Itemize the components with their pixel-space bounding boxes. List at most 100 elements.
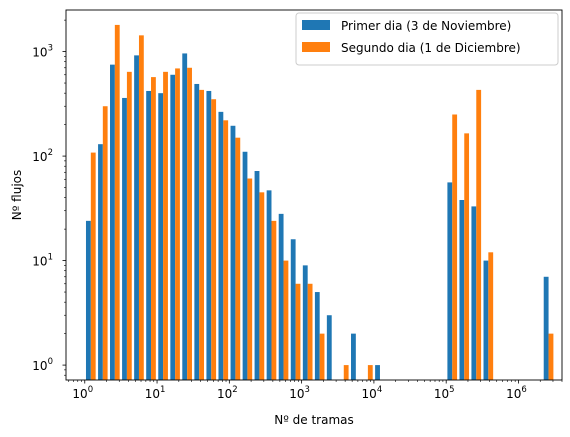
x-tick-exponent: 5: [449, 385, 454, 395]
x-tick-label: 106: [506, 385, 527, 401]
x-tick-exponent: 6: [521, 385, 526, 395]
bar-series1-bin31: [447, 182, 453, 380]
bar-series2-bin11: [211, 99, 217, 380]
bar-series1-bin25: [375, 365, 380, 380]
bar-series1-bin10: [194, 83, 200, 381]
bar-series1-bin5: [134, 55, 139, 381]
legend-swatch-primer-dia: [302, 20, 330, 30]
bar-series1-bin32: [459, 200, 465, 380]
bar-series1-bin39: [543, 276, 549, 380]
x-tick-base: 10: [72, 387, 87, 401]
y-tick-base: 10: [32, 46, 47, 60]
x-axis: 100 101 102 103 104 105 106: [68, 380, 563, 401]
bar-series1-bin19: [302, 265, 308, 380]
bar-series2-bin13: [235, 137, 241, 380]
bar-series2-bin18: [295, 283, 301, 380]
y-tick-exponent: 2: [48, 148, 53, 158]
y-tick-label: 100: [32, 357, 53, 373]
bar-series2-bin31: [452, 114, 458, 380]
x-tick-base: 10: [434, 387, 449, 401]
x-tick-exponent: 3: [305, 385, 310, 395]
x-tick-exponent: 0: [88, 385, 93, 395]
x-tick-exponent: 2: [232, 385, 237, 395]
legend: Primer dia (3 de Noviembre) Segundo dia …: [295, 12, 559, 66]
bar-series2-bin2: [102, 106, 108, 380]
bar-series1-bin23: [351, 333, 356, 380]
x-tick-exponent: 4: [377, 385, 382, 395]
bar-series1-bin15: [254, 171, 260, 380]
bar-series2-bin1: [90, 152, 96, 380]
legend-label-primer-dia: Primer dia (3 de Noviembre): [341, 19, 511, 33]
y-tick-base: 10: [32, 255, 47, 269]
bar-series2-bin10: [199, 89, 205, 380]
y-tick-label: 101: [32, 253, 53, 269]
bar-series2-bin34: [488, 252, 494, 380]
bar-series1-bin18: [290, 239, 296, 380]
bar-series2-bin33: [476, 89, 482, 380]
bar-series1-bin1: [85, 220, 91, 380]
bar-series1-bin2: [98, 144, 103, 380]
y-tick-exponent: 0: [48, 357, 53, 367]
bar-series2-bin4: [126, 71, 132, 380]
bar-series1-bin8: [170, 74, 176, 381]
bar-series2-bin7: [163, 71, 168, 380]
y-tick-base: 10: [32, 150, 47, 164]
x-tick-label: 101: [145, 385, 166, 401]
bar-series2-bin24: [367, 365, 373, 380]
bar-series1-bin14: [242, 151, 248, 380]
bar-series1-bin16: [266, 190, 272, 380]
y-axis-label: Nº flujos: [10, 170, 24, 221]
x-tick-base: 10: [362, 387, 377, 401]
bar-series1-bin17: [278, 213, 284, 380]
bar-series1-bin20: [314, 292, 320, 380]
x-tick-label: 102: [217, 385, 238, 401]
bar-series1-bin21: [326, 315, 332, 380]
x-tick-label: 104: [362, 385, 383, 401]
bar-series1-bin33: [471, 206, 477, 380]
bar-series2-bin9: [187, 67, 192, 381]
x-axis-label: Nº de tramas: [274, 413, 354, 427]
bars-layer: [85, 24, 554, 381]
bar-series2-bin22: [343, 365, 349, 380]
bar-series1-bin4: [122, 97, 127, 380]
bar-series2-bin8: [175, 68, 180, 381]
y-tick-label: 102: [32, 148, 53, 164]
bar-series1-bin9: [182, 53, 188, 380]
bar-series2-bin14: [247, 178, 253, 380]
bar-series2-bin32: [464, 133, 470, 380]
bar-series2-bin20: [319, 333, 325, 380]
y-tick-label: 103: [32, 44, 53, 60]
bar-series2-bin17: [283, 260, 289, 380]
bar-series2-bin3: [114, 24, 120, 380]
y-tick-exponent: 3: [48, 44, 53, 54]
x-tick-base: 10: [506, 387, 521, 401]
legend-label-segundo-dia: Segundo dia (1 de Diciembre): [341, 41, 521, 55]
bar-series1-bin13: [230, 125, 236, 380]
bar-series2-bin15: [259, 192, 265, 380]
bar-series1-bin6: [146, 90, 152, 381]
x-tick-label: 100: [72, 385, 93, 401]
bar-series2-bin39: [548, 333, 554, 380]
bar-series2-bin5: [138, 35, 144, 380]
x-tick-base: 10: [289, 387, 304, 401]
x-tick-base: 10: [217, 387, 232, 401]
x-tick-label: 105: [434, 385, 455, 401]
x-tick-base: 10: [145, 387, 160, 401]
bar-series2-bin6: [151, 77, 156, 380]
legend-swatch-segundo-dia: [302, 42, 330, 52]
bar-series1-bin3: [110, 64, 115, 380]
x-tick-label: 103: [289, 385, 310, 401]
plot-frame: [65, 9, 563, 381]
bar-series1-bin7: [158, 93, 164, 381]
bar-series1-bin11: [206, 90, 212, 381]
bar-series2-bin16: [271, 220, 277, 380]
bar-series2-bin19: [307, 283, 313, 380]
bar-series1-bin12: [218, 111, 224, 381]
bar-series2-bin12: [223, 120, 229, 381]
bar-series1-bin34: [483, 260, 489, 380]
legend-box: [295, 12, 559, 66]
y-tick-base: 10: [32, 359, 47, 373]
y-tick-exponent: 1: [48, 253, 53, 263]
